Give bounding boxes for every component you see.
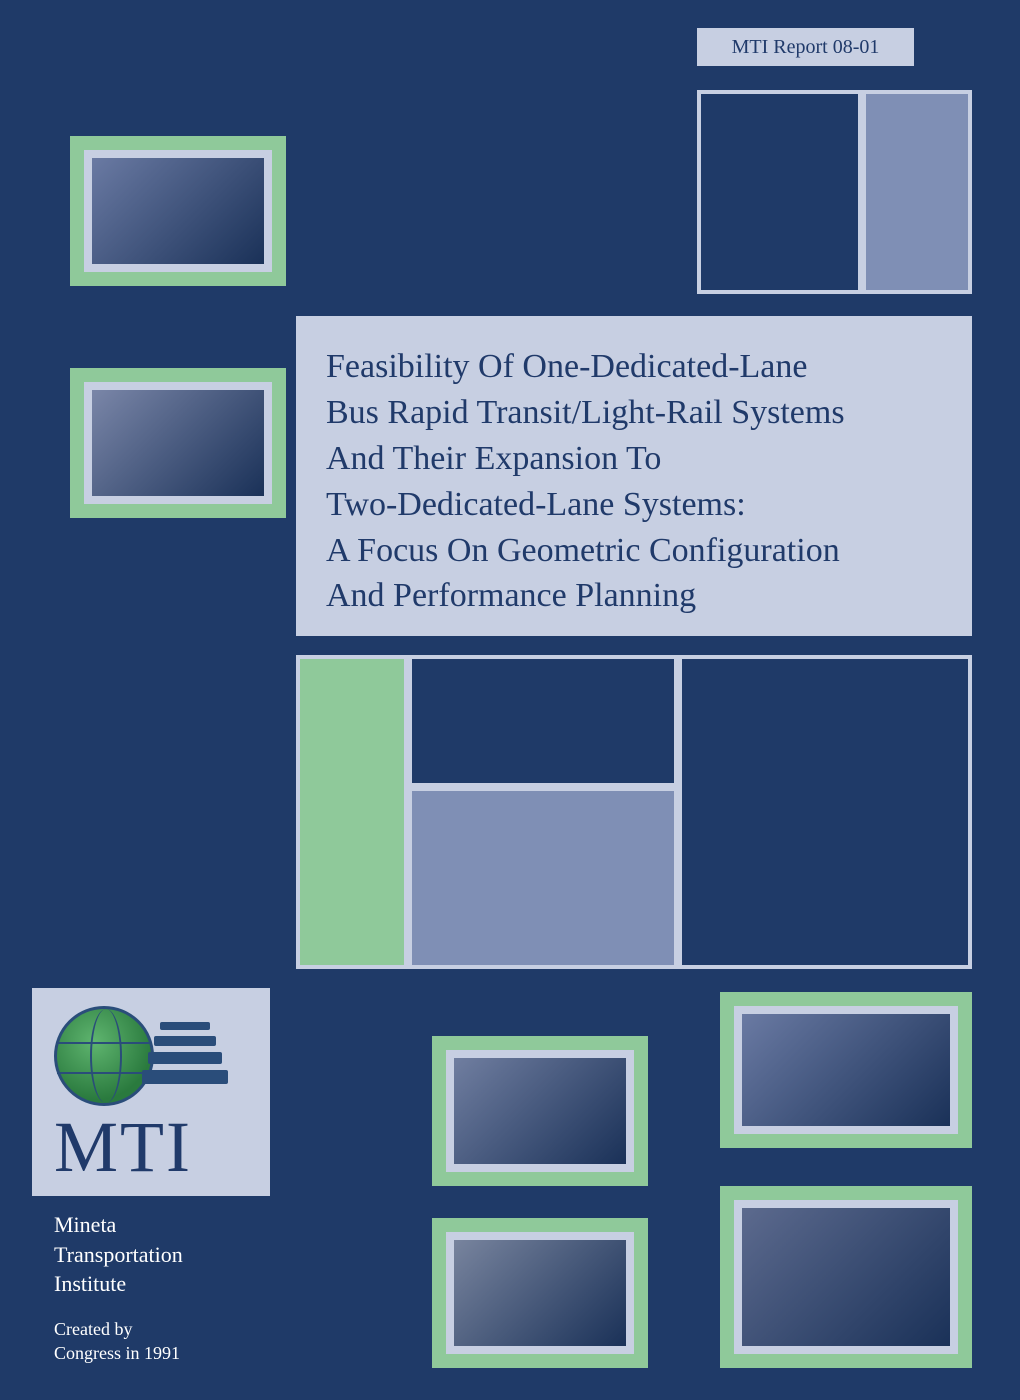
grid-box [408,787,678,969]
train-photo [742,1208,950,1346]
traffic-photo-frame [70,136,286,286]
title-line: Two-Dedicated-Lane Systems: [326,482,942,528]
vehicle-icon [154,1036,216,1046]
title-line: Bus Rapid Transit/Light-Rail Systems [326,390,942,436]
org-name-line: Institute [54,1269,248,1299]
report-number-label: MTI Report 08-01 [697,28,914,66]
org-name-line: Transportation [54,1240,248,1270]
report-title: Feasibility Of One-Dedicated-LaneBus Rap… [296,316,972,636]
title-line: And Their Expansion To [326,436,942,482]
street-photo [454,1240,626,1346]
bus-photo-mat [446,1050,634,1172]
vehicle-icon [142,1070,228,1084]
globe-icon [54,1006,154,1106]
mti-logo-text: MTI [54,1106,192,1189]
street-photo-frame [432,1218,648,1368]
traffic-photo-mat [84,150,272,272]
cyclist-photo-frame [70,368,286,518]
vehicle-icon [160,1022,210,1030]
grid-box [296,655,408,969]
vehicle-icon [148,1052,222,1064]
traffic-photo [92,158,264,264]
street-photo-mat [446,1232,634,1354]
bus-photo [454,1058,626,1164]
truck-photo-frame [720,992,972,1148]
logo-blue-strip: MinetaTransportationInstitute Created byC… [32,1196,270,1378]
grid-box [678,655,972,969]
tagline-line: Created by [54,1317,248,1341]
org-name-line: Mineta [54,1210,248,1240]
logo-panel: MTI MinetaTransportationInstitute Created … [32,988,270,1378]
tagline-line: Congress in 1991 [54,1341,248,1365]
truck-photo [742,1014,950,1126]
title-line: Feasibility Of One-Dedicated-Lane [326,344,942,390]
grid-box [408,655,678,787]
grid-box [697,90,862,294]
title-line: And Performance Planning [326,573,942,619]
cyclist-photo-mat [84,382,272,504]
cyclist-photo [92,390,264,496]
train-photo-mat [734,1200,958,1354]
bus-photo-frame [432,1036,648,1186]
title-line: A Focus On Geometric Configuration [326,528,942,574]
train-photo-frame [720,1186,972,1368]
truck-photo-mat [734,1006,958,1134]
grid-box [862,90,972,294]
